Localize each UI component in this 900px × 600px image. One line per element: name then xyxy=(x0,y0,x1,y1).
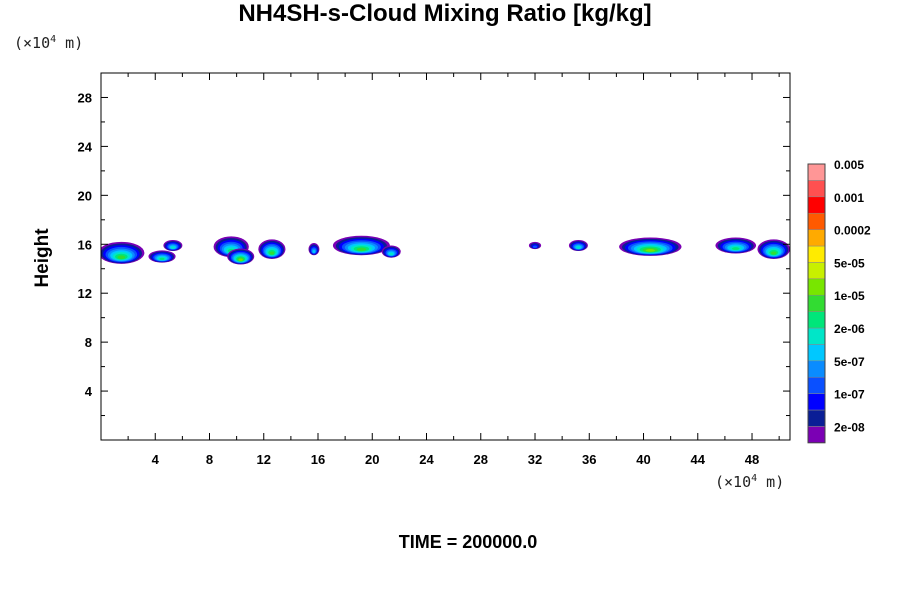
time-label: TIME = 200000.0 xyxy=(398,532,538,552)
x-tick-label: 28 xyxy=(474,452,488,467)
colorbar-labels: 2e-08 1e-07 5e-07 2e-06 1e-05 5e-05 0.0002 0.00… xyxy=(834,158,871,434)
x-unit-exponent: 4 xyxy=(751,473,758,484)
colorbar-box xyxy=(807,393,826,411)
contour-level xyxy=(532,245,538,249)
x-tick-label: 44 xyxy=(691,452,706,467)
contour-level xyxy=(645,249,656,252)
colorbar-frame xyxy=(807,163,826,444)
contour-level xyxy=(576,246,581,249)
contour-level xyxy=(170,246,175,249)
x-tick-label: 12 xyxy=(257,452,271,467)
cloud-blob xyxy=(101,241,145,264)
colorbar-box xyxy=(807,180,826,198)
y-unit-exponent: 4 xyxy=(50,34,57,45)
x-tick-label: 4 xyxy=(152,452,160,467)
plot-area xyxy=(101,73,790,440)
chart-title: NH4SH-s-Cloud Mixing Ratio [kg/kg] xyxy=(238,0,652,27)
contour-level xyxy=(771,251,777,255)
x-tick-label: 40 xyxy=(636,452,650,467)
colorbar-label: 0.005 xyxy=(834,158,864,172)
colorbar-box xyxy=(807,245,826,263)
cloud-blob xyxy=(148,250,176,263)
cloud-blob xyxy=(163,239,183,251)
x-unit-prefix: (×10 xyxy=(715,473,752,491)
y-unit-prefix: (×10 xyxy=(14,34,51,52)
colorbar-label: 0.0002 xyxy=(834,224,871,238)
colorbar-box xyxy=(807,212,826,230)
colorbar-label: 5e-07 xyxy=(834,355,865,369)
colorbar-box xyxy=(807,409,826,427)
contour-level xyxy=(159,257,165,261)
y-axis-unit-label: (×104 m) xyxy=(14,34,83,52)
colorbar-box xyxy=(807,196,826,214)
colorbar-box xyxy=(807,360,826,378)
x-tick-label: 8 xyxy=(206,452,213,467)
y-tick-label: 28 xyxy=(78,90,92,105)
contour-level xyxy=(389,252,394,256)
x-tick-label: 36 xyxy=(582,452,596,467)
cloud-blob xyxy=(332,235,390,256)
cloud-blob xyxy=(568,239,588,251)
y-tick-label: 12 xyxy=(78,286,92,301)
colorbar-box xyxy=(807,262,826,280)
x-tick-label: 20 xyxy=(365,452,379,467)
y-tick-label: 20 xyxy=(78,188,92,203)
colorbar-box xyxy=(807,163,826,181)
x-tick-label: 48 xyxy=(745,452,759,467)
x-unit-suffix: m) xyxy=(757,473,785,491)
cloud-blob xyxy=(308,243,320,256)
cloud-blob xyxy=(757,239,790,259)
cloud-blob xyxy=(528,241,542,250)
colorbar-box xyxy=(807,311,826,329)
x-tick-label: 16 xyxy=(311,452,325,467)
cloud-contours xyxy=(101,235,790,265)
colorbar-box xyxy=(807,426,826,444)
cloud-blob xyxy=(258,239,286,259)
contour-level xyxy=(731,247,740,251)
colorbar-box xyxy=(807,327,826,345)
colorbar-label: 1e-05 xyxy=(834,289,865,303)
x-tick-label: 32 xyxy=(528,452,542,467)
colorbar-label: 5e-05 xyxy=(834,256,865,270)
y-unit-suffix: m) xyxy=(56,34,84,52)
colorbar-box xyxy=(807,229,826,247)
colorbar-box xyxy=(807,376,826,394)
contour-level xyxy=(117,255,126,260)
colorbar-label: 2e-06 xyxy=(834,322,865,336)
colorbar-boxes xyxy=(807,163,826,444)
plot-frame xyxy=(100,72,791,441)
cloud-blob xyxy=(715,237,757,254)
x-tick-label: 24 xyxy=(419,452,434,467)
colorbar-box xyxy=(807,344,826,362)
y-tick-label: 16 xyxy=(78,237,92,252)
colorbar-label: 1e-07 xyxy=(834,388,865,402)
colorbar-box xyxy=(807,294,826,312)
y-tick-label: 8 xyxy=(85,335,92,350)
colorbar-label: 0.001 xyxy=(834,191,864,205)
cloud-blob xyxy=(619,237,682,256)
y-tick-label: 24 xyxy=(78,139,93,154)
y-tick-label: 4 xyxy=(85,384,93,399)
contour-level xyxy=(356,247,367,252)
contour-level xyxy=(238,258,243,261)
cloud-blob xyxy=(227,248,255,265)
cloud-blob xyxy=(381,245,401,258)
colorbar-label: 2e-08 xyxy=(834,420,865,434)
contour-level xyxy=(312,249,316,253)
contour-level xyxy=(269,251,275,255)
colorbar-box xyxy=(807,278,826,296)
x-axis-unit-label: (×104 m) xyxy=(715,473,784,491)
